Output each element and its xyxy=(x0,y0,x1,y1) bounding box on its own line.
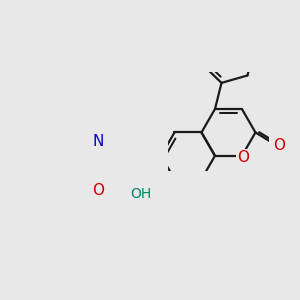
Text: O: O xyxy=(273,138,285,153)
Text: N: N xyxy=(92,134,104,149)
Text: O: O xyxy=(237,150,249,165)
Text: OH: OH xyxy=(130,187,152,200)
Text: O: O xyxy=(92,182,104,197)
